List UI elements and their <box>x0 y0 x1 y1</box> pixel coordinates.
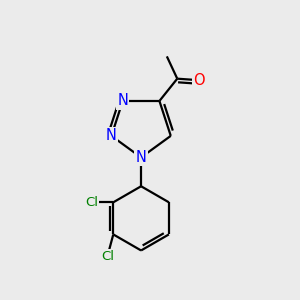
Text: Cl: Cl <box>85 196 98 209</box>
Text: O: O <box>193 73 205 88</box>
Text: N: N <box>106 128 117 143</box>
Text: N: N <box>117 94 128 109</box>
Text: N: N <box>136 150 146 165</box>
Text: Cl: Cl <box>101 250 114 263</box>
